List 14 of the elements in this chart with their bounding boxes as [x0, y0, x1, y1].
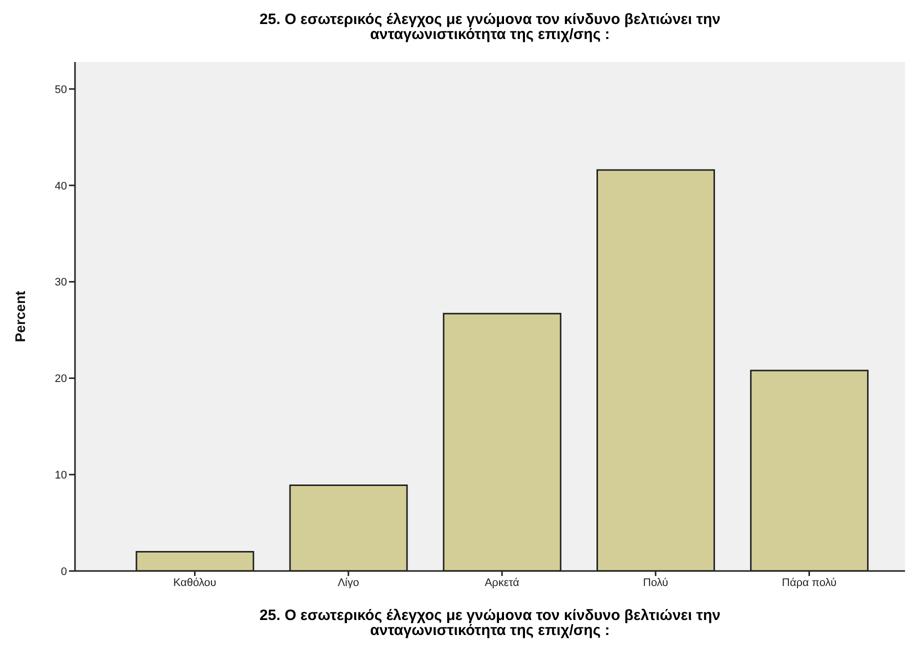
x-tick-label: Αρκετά	[484, 576, 520, 589]
y-tick-label: 0	[60, 566, 67, 578]
chart-title: 25. Ο εσωτερικός έλεγχος με γνώμονα τον κίνδυνο βελτιώνει την ανταγωνιστικότητα της επιχ/σης :	[258, 11, 722, 43]
y-tick-label: 30	[54, 276, 67, 289]
x-tick-label: Λίγο	[338, 576, 360, 589]
x-axis-title: 25. Ο εσωτερικός έλεγχος με γνώμονα τον κίνδυνο βελτιώνει την ανταγωνιστικότητα της επιχ/σης :	[258, 607, 722, 639]
x-tick-label: Πάρα πολύ	[782, 576, 836, 589]
y-tick-label: 50	[54, 84, 67, 96]
y-tick-label: 10	[54, 470, 67, 482]
x-tick-label: Καθόλου	[173, 576, 216, 589]
y-axis-title: Percent	[12, 290, 28, 342]
y-tick-label: 20	[54, 373, 67, 386]
y-tick-label: 40	[54, 180, 67, 192]
x-tick-label: Πολύ	[643, 576, 668, 589]
